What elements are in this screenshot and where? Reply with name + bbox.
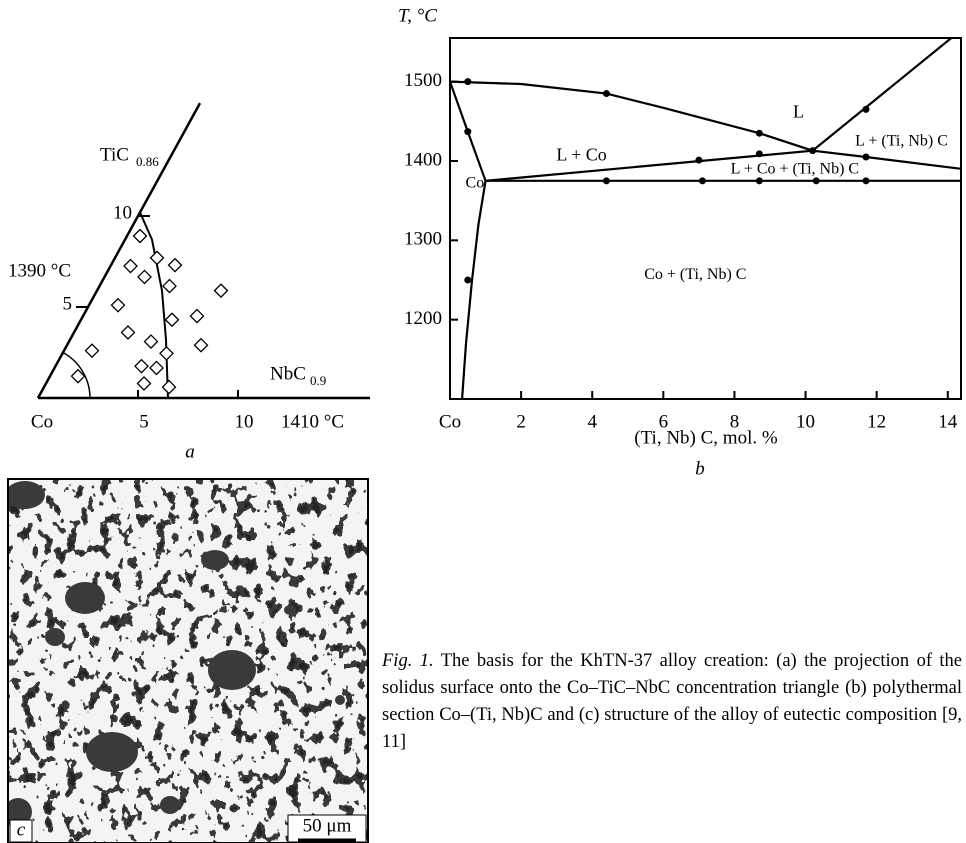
data-point xyxy=(163,280,176,293)
carbide-grain xyxy=(45,628,65,646)
carbide-grain xyxy=(284,605,296,615)
y-axis-label-sub: 0.86 xyxy=(136,154,159,169)
region-label: Co + (Ti, Nb) C xyxy=(644,266,746,283)
data-point xyxy=(86,344,99,357)
data-point xyxy=(151,251,164,264)
carbide-grain xyxy=(86,732,138,772)
data-point xyxy=(756,150,763,157)
x-tick-label: 12 xyxy=(867,411,886,432)
data-point xyxy=(138,377,151,390)
x-tick-label: 5 xyxy=(139,411,149,432)
y-tick-label: 1400 xyxy=(404,149,442,170)
x-tick-label: Co xyxy=(31,411,53,432)
data-point xyxy=(191,310,204,323)
data-point xyxy=(169,259,182,272)
phase-boundary xyxy=(450,82,813,151)
x-tick-label: 10 xyxy=(796,411,815,432)
micrograph-texture xyxy=(8,479,368,843)
data-point xyxy=(150,361,163,374)
data-point xyxy=(464,128,471,135)
region-label: L + (Ti, Nb) C xyxy=(855,133,948,150)
x-axis-label: NbC xyxy=(270,363,306,384)
x-tick-label: 14 xyxy=(938,411,958,432)
x-tick-label: Co xyxy=(439,411,461,432)
y-tick-label: 1200 xyxy=(404,308,442,329)
data-point xyxy=(695,157,702,164)
data-point xyxy=(756,177,763,184)
data-point xyxy=(160,347,173,360)
data-point xyxy=(145,335,158,348)
y-axis-label: TiC xyxy=(100,144,129,165)
x-tick-label: 2 xyxy=(516,411,526,432)
carbide-grain xyxy=(65,582,105,614)
region-label: L + Co + (Ti, Nb) C xyxy=(731,160,859,177)
data-point xyxy=(166,313,179,326)
carbide-grain xyxy=(201,550,229,570)
carbide-grain xyxy=(5,481,45,509)
data-point xyxy=(603,90,610,97)
data-point xyxy=(699,177,706,184)
data-point xyxy=(138,270,151,283)
annotation: 1410 °C xyxy=(281,411,344,432)
x-axis-label: (Ti, Nb) C, mol. % xyxy=(634,427,778,448)
data-point xyxy=(195,339,208,352)
carbide-grain xyxy=(208,650,256,690)
carbide-grain xyxy=(335,695,345,705)
x-axis-label-sub: 0.9 xyxy=(310,373,326,388)
x-tick-label: 4 xyxy=(587,411,597,432)
x-tick-label: 10 xyxy=(235,411,254,432)
micrograph xyxy=(4,479,368,843)
data-point xyxy=(122,326,135,339)
y-axis-label: T, °C xyxy=(398,5,437,26)
y-tick-label: 1500 xyxy=(404,70,442,91)
data-point xyxy=(863,106,870,113)
data-point xyxy=(756,130,763,137)
region-label: L xyxy=(793,101,804,121)
y-tick-label: 1300 xyxy=(404,229,442,250)
data-point xyxy=(464,276,471,283)
scale-label: 50 μm xyxy=(303,815,352,836)
panel-label: b xyxy=(695,458,705,479)
data-point xyxy=(464,78,471,85)
data-point xyxy=(135,360,148,373)
data-point xyxy=(809,147,816,154)
data-point xyxy=(813,177,820,184)
annotation: 1390 °C xyxy=(8,260,71,281)
panel-label: c xyxy=(17,819,26,840)
caption-text: The basis for the KhTN-37 alloy creation… xyxy=(382,651,962,752)
carbide-grain xyxy=(160,796,180,814)
panel-label: a xyxy=(185,441,195,462)
caption-label: Fig. 1. xyxy=(382,651,434,671)
data-point xyxy=(112,299,125,312)
caption: Fig. 1. The basis for the KhTN-37 alloy … xyxy=(382,648,962,756)
data-point xyxy=(863,154,870,161)
phase-boundary xyxy=(462,181,485,399)
page: Co 5 10 5 10 TiC 0.86 NbC 0.9 1390 °C 1410 °C a Co 2 4… xyxy=(0,0,966,843)
y-tick-label: 5 xyxy=(63,293,73,314)
data-point xyxy=(603,177,610,184)
data-point xyxy=(215,284,228,297)
region-label: L + Co xyxy=(556,144,606,164)
y-tick-label: 10 xyxy=(113,202,132,223)
region-label: Co xyxy=(466,175,485,192)
data-point xyxy=(163,381,176,394)
data-point xyxy=(124,260,137,273)
data-point xyxy=(134,230,147,243)
data-point xyxy=(863,177,870,184)
